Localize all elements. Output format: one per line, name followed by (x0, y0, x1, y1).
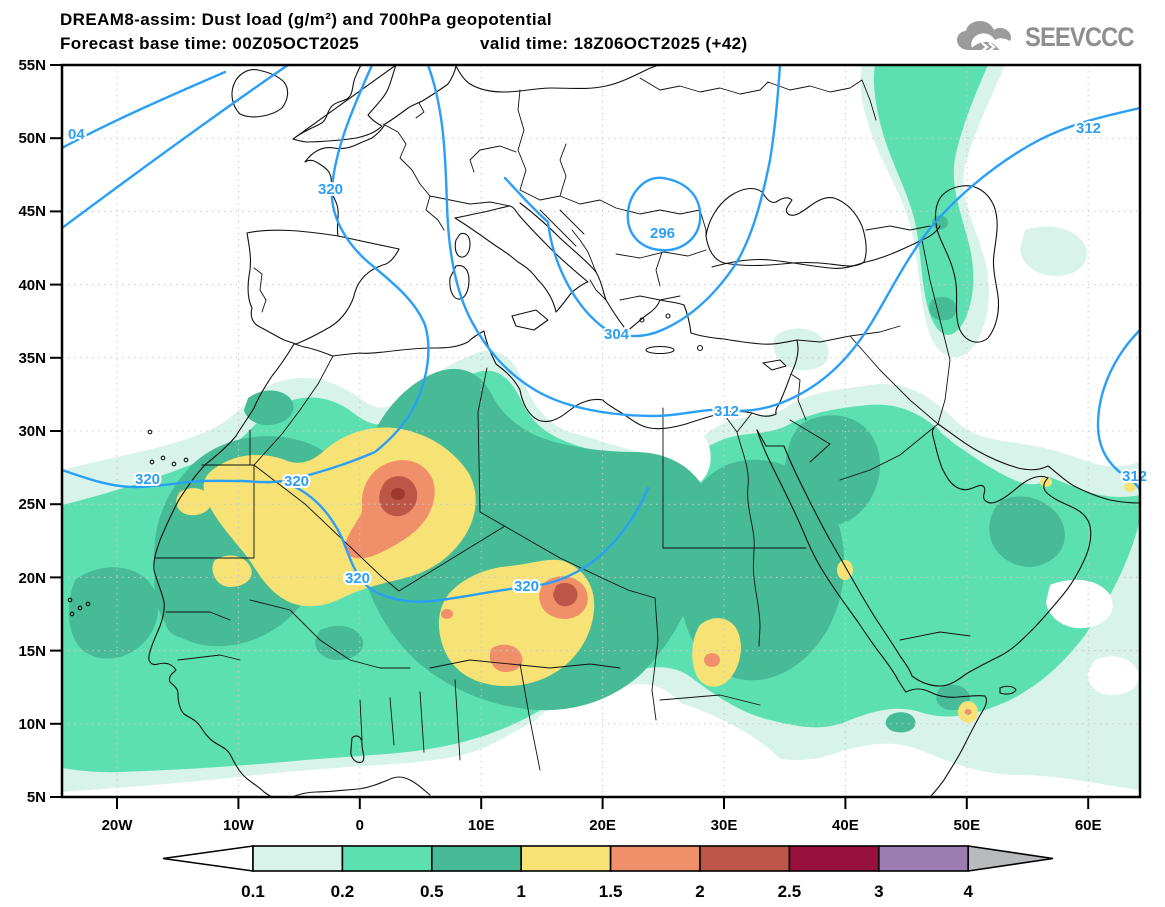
colorbar-tick-label: 4 (963, 882, 973, 901)
lat-axis-label: 10N (18, 716, 46, 733)
colorbar-segment (430, 845, 522, 872)
contour-label: 320 (345, 570, 370, 587)
dust-gap (940, 427, 1048, 485)
dust-region (165, 605, 210, 639)
dust-region (315, 625, 364, 660)
contour-label: 312 (1122, 468, 1147, 485)
seevccc-logo: SEEVCCC (955, 18, 1149, 56)
lat-axis-label: 20N (18, 570, 46, 587)
grid-lines (62, 65, 1140, 797)
colorbar-arrow-right (967, 845, 1054, 872)
page-title: DREAM8-assim: Dust load (g/m²) and 700hP… (60, 10, 552, 29)
dust-region-1gm2 (692, 618, 741, 687)
colorbar-segment (877, 845, 969, 872)
dust-region-orange (964, 709, 972, 715)
dust-region-brick (553, 582, 578, 607)
lon-axis-label: 30E (711, 817, 738, 834)
dust-region-core (391, 488, 405, 500)
lat-axis: 55N 50N 45N 40N 35N 30N 25N 20N 15N 10N … (18, 57, 62, 806)
lon-axis-label: 20E (589, 817, 616, 834)
lon-axis-label: 50E (953, 817, 980, 834)
lon-axis: 20W 10W 0 10E 20E 30E 40E 50E 60E (102, 797, 1102, 834)
colorbar-tick-label: 0.1 (241, 882, 265, 901)
contour-label: 320 (284, 473, 309, 490)
colorbar-tick-label: 0.5 (420, 882, 444, 901)
colorbar-tick-label: 1.5 (599, 882, 623, 901)
dust-region (68, 567, 159, 659)
contour-label: 312 (1076, 120, 1101, 137)
lon-axis-label: 40E (832, 817, 859, 834)
lon-axis-label: 20W (102, 817, 134, 834)
colorbar-arrow-left (162, 845, 254, 872)
colorbar-segment (341, 845, 433, 872)
dust-region-1gm2 (212, 555, 252, 587)
colorbar-tick-label: 0.2 (331, 882, 355, 901)
colorbar-tick-label: 1 (516, 882, 525, 901)
dust-region-1gm2 (1124, 482, 1136, 492)
colorbar-segment (520, 845, 612, 872)
lat-axis-label: 45N (18, 203, 46, 220)
lat-axis-label: 40N (18, 277, 46, 294)
lat-axis-label: 15N (18, 643, 46, 660)
contour-label: 320 (135, 471, 160, 488)
lat-axis-label: 30N (18, 423, 46, 440)
dust-gap (480, 692, 790, 797)
lon-axis-label: 10E (468, 817, 495, 834)
dust-region-orange (441, 609, 453, 619)
lon-axis-label: 10W (223, 817, 255, 834)
dust-gap (1046, 579, 1113, 629)
dust-region-orange (489, 644, 523, 672)
lat-axis-label: 5N (27, 789, 46, 806)
colorbar-tick-label: 2.5 (778, 882, 802, 901)
dust-region (1020, 226, 1087, 277)
colorbar-segment (788, 845, 880, 872)
contour-label: 04 (68, 126, 85, 143)
dust-region (989, 496, 1065, 567)
logo-wordmark: SEEVCCC (1025, 21, 1135, 52)
dust-region (244, 390, 294, 426)
dust-region (885, 712, 916, 733)
dust-field (62, 65, 1140, 797)
contour-label: 312 (714, 403, 739, 420)
coastlines (67, 65, 1140, 797)
forecast-base-time: Forecast base time: 00Z05OCT2025 (60, 34, 360, 53)
contour-label: 296 (650, 225, 675, 242)
colorbar-segment (252, 845, 344, 872)
lat-axis-label: 55N (18, 57, 46, 74)
dust-region-1gm2 (1040, 477, 1052, 487)
colorbar (162, 845, 1054, 872)
lat-axis-label: 35N (18, 350, 46, 367)
cloud-icon (957, 21, 1012, 52)
geopotential-contours (62, 65, 1140, 603)
lon-axis-label: 60E (1075, 817, 1102, 834)
valid-time: valid time: 18Z06OCT2025 (+42) (480, 34, 748, 53)
colorbar-segment (609, 845, 701, 872)
dust-region-orange (704, 653, 720, 667)
lat-axis-label: 50N (18, 130, 46, 147)
dust-gap (1087, 656, 1139, 695)
contour-label: 320 (514, 578, 539, 595)
colorbar-labels: 0.1 0.2 0.5 1 1.5 2 2.5 3 4 (241, 882, 973, 901)
dust-region-1gm2 (176, 488, 211, 516)
contour-label: 320 (318, 181, 343, 198)
dust-region (773, 328, 829, 371)
geopotential-contour-labels: 04 320 296 304 312 312 320 320 320 320 3… (66, 118, 1149, 597)
colorbar-segment (699, 845, 791, 872)
lat-axis-label: 25N (18, 496, 46, 513)
colorbar-tick-label: 3 (874, 882, 883, 901)
colorbar-tick-label: 2 (695, 882, 704, 901)
lon-axis-label: 0 (356, 817, 364, 834)
dust-region (873, 65, 988, 335)
contour-label: 304 (604, 326, 630, 343)
